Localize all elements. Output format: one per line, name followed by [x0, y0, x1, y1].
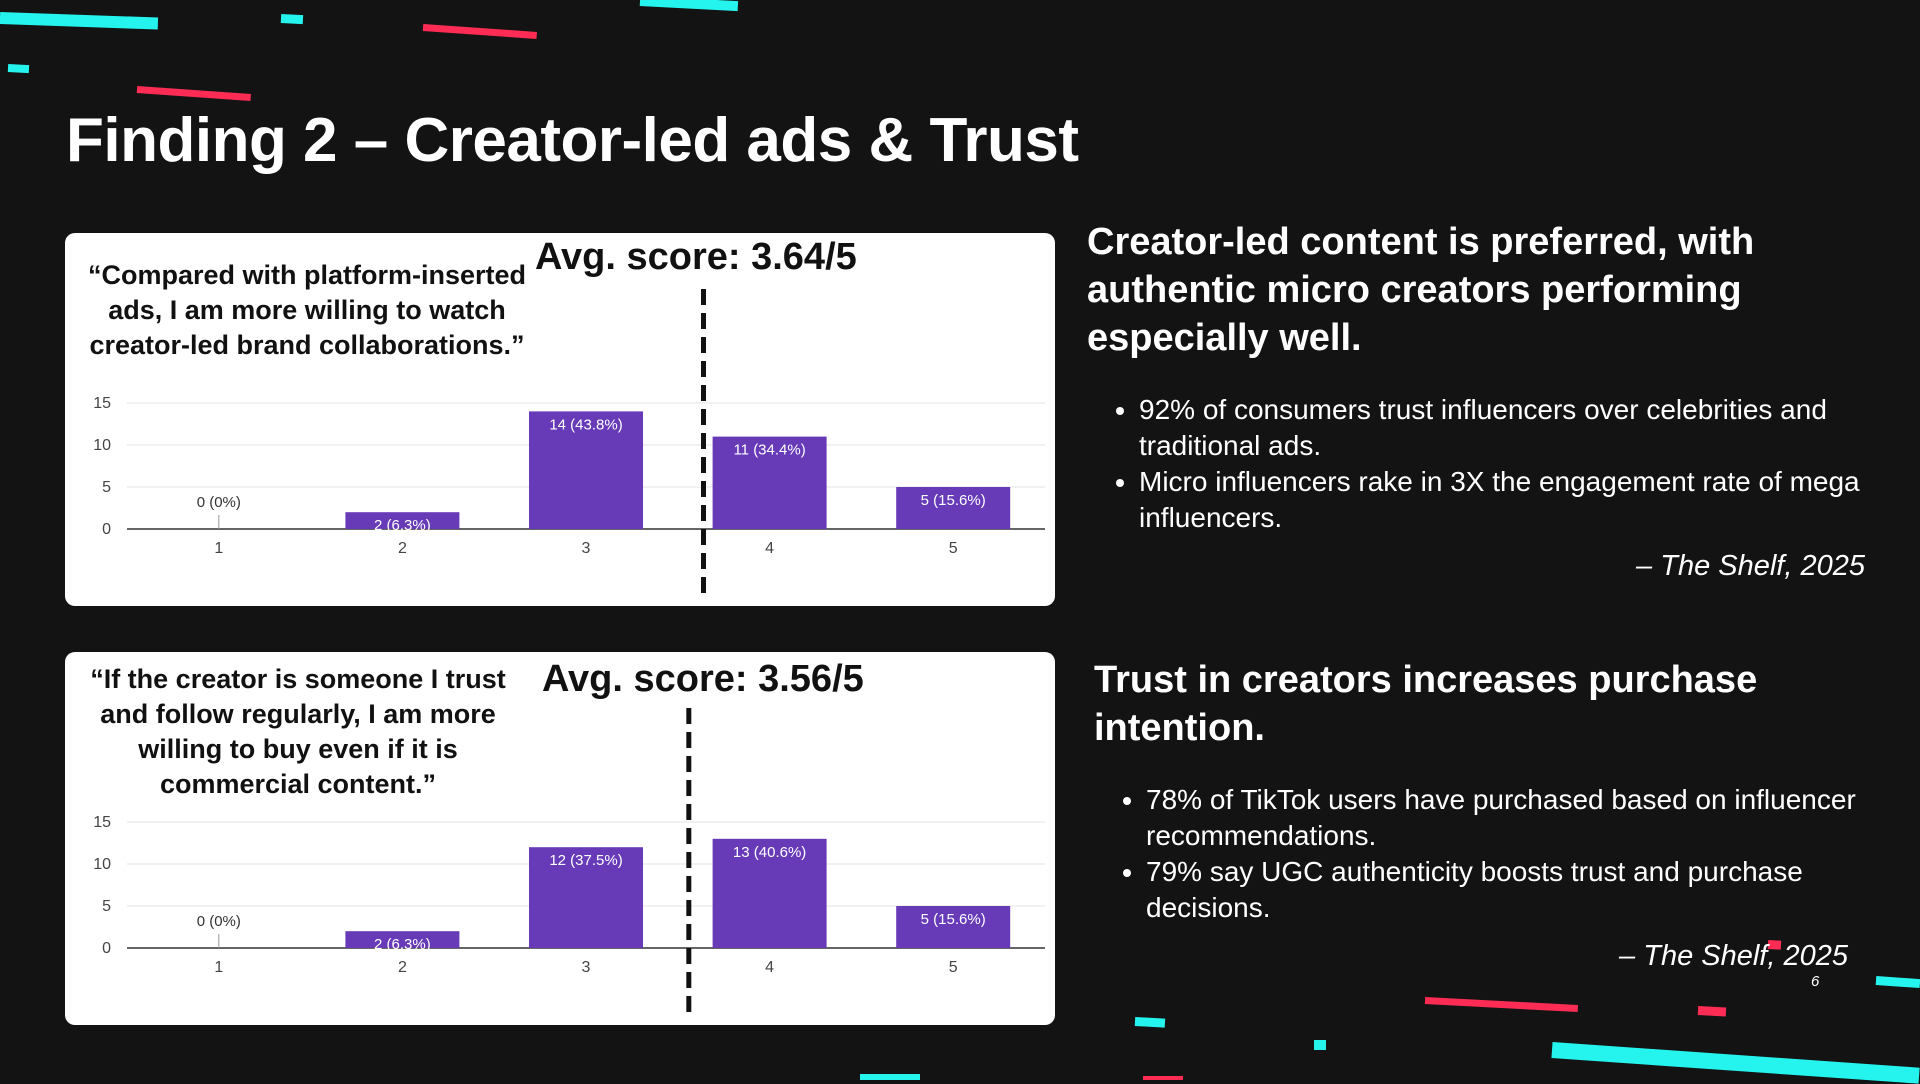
- x-tick-label: 1: [214, 540, 223, 557]
- decorative-dash: [860, 1074, 920, 1080]
- decorative-dash: [1424, 997, 1578, 1013]
- bar: [529, 847, 643, 948]
- y-tick-label: 5: [102, 479, 111, 496]
- decorative-dash: [1143, 1076, 1183, 1080]
- finding-bullets-2: 78% of TikTok users have purchased based…: [1094, 782, 1894, 926]
- survey-quote-1: “Compared with platform-inserted ads, I …: [87, 260, 527, 360]
- chart-panel-1: 0 5 10 15 0 (0%) 2 (6.3%) 14 (43.8%) 11 (34.4%…: [65, 233, 1055, 606]
- y-tick-label: 10: [93, 856, 111, 873]
- decorative-dash: [136, 86, 251, 101]
- survey-quote-2: “If the creator is someone I trust and f…: [90, 664, 506, 799]
- y-tick-label: 10: [93, 437, 111, 454]
- x-tick-label: 1: [214, 959, 223, 976]
- bar-data-label: 2 (6.3%): [374, 936, 431, 953]
- decorative-dash: [1697, 1006, 1727, 1017]
- decorative-dash: [280, 14, 304, 25]
- x-tick-label: 5: [949, 959, 958, 976]
- bar-data-label: 5 (15.6%): [921, 911, 986, 928]
- bar-data-label: 13 (40.6%): [733, 844, 806, 861]
- decorative-dash: [639, 0, 739, 12]
- decorative-dash: [1314, 1040, 1326, 1050]
- bar: [345, 512, 460, 529]
- x-tick-label: 4: [765, 540, 774, 557]
- x-tick-label: 3: [582, 959, 591, 976]
- decorative-dash: [7, 64, 30, 74]
- finding-bullets-1: 92% of consumers trust influencers over …: [1087, 392, 1887, 536]
- y-tick-label: 5: [102, 898, 111, 915]
- bar: [529, 411, 643, 529]
- bullet-item: 79% say UGC authenticity boosts trust an…: [1146, 854, 1894, 926]
- bar-data-label: 11 (34.4%): [733, 442, 805, 459]
- y-tick-label: 0: [102, 940, 111, 957]
- finding-block-2: Trust in creators increases purchase int…: [1094, 656, 1894, 973]
- bar: [896, 487, 1011, 529]
- decorative-dash: [0, 12, 159, 30]
- y-tick-label: 0: [102, 521, 111, 538]
- finding-heading-2: Trust in creators increases purchase int…: [1094, 659, 1758, 749]
- bar-data-label: 12 (37.5%): [549, 852, 622, 869]
- bar: [712, 436, 827, 529]
- bar: [896, 906, 1011, 948]
- decorative-dash: [422, 24, 537, 39]
- finding-block-1: Creator-led content is preferred, with a…: [1087, 218, 1887, 583]
- decorative-dash: [1134, 1017, 1166, 1028]
- y-tick-label: 15: [93, 814, 111, 831]
- page-title: Finding 2 – Creator-led ads & Trust: [66, 106, 1079, 175]
- x-tick-label: 5: [949, 540, 958, 557]
- bullet-item: 78% of TikTok users have purchased based…: [1146, 782, 1894, 854]
- bullet-item: Micro influencers rake in 3X the engagem…: [1139, 464, 1887, 536]
- x-tick-label: 2: [398, 959, 407, 976]
- average-score-2: Avg. score: 3.56/5: [542, 658, 864, 700]
- bar: [345, 931, 460, 948]
- source-citation-1: – The Shelf, 2025: [1636, 550, 1865, 582]
- x-tick-label: 4: [765, 959, 774, 976]
- bar-data-label: 2 (6.3%): [374, 517, 431, 534]
- page-number: 6: [1811, 973, 1820, 990]
- finding-heading-1: Creator-led content is preferred, with a…: [1087, 221, 1755, 359]
- bar-data-label: 14 (43.8%): [549, 416, 622, 433]
- x-tick-label: 2: [398, 540, 407, 557]
- average-score-1: Avg. score: 3.64/5: [535, 236, 857, 278]
- bullet-item: 92% of consumers trust influencers over …: [1139, 392, 1887, 464]
- bar-data-label: 0 (0%): [197, 494, 241, 511]
- chart-panel-2: 0 5 10 15 0 (0%) 2 (6.3%) 12 (37.5%) 13 (40.6%…: [65, 652, 1055, 1025]
- bar: [712, 838, 827, 948]
- decorative-dash: [1551, 1042, 1920, 1084]
- x-tick-label: 3: [582, 540, 591, 557]
- bar-data-label: 5 (15.6%): [921, 492, 986, 509]
- bar-data-label: 0 (0%): [197, 913, 241, 930]
- source-citation-2: – The Shelf, 2025: [1619, 940, 1848, 972]
- decorative-dash: [1875, 976, 1920, 989]
- y-tick-label: 15: [93, 395, 111, 412]
